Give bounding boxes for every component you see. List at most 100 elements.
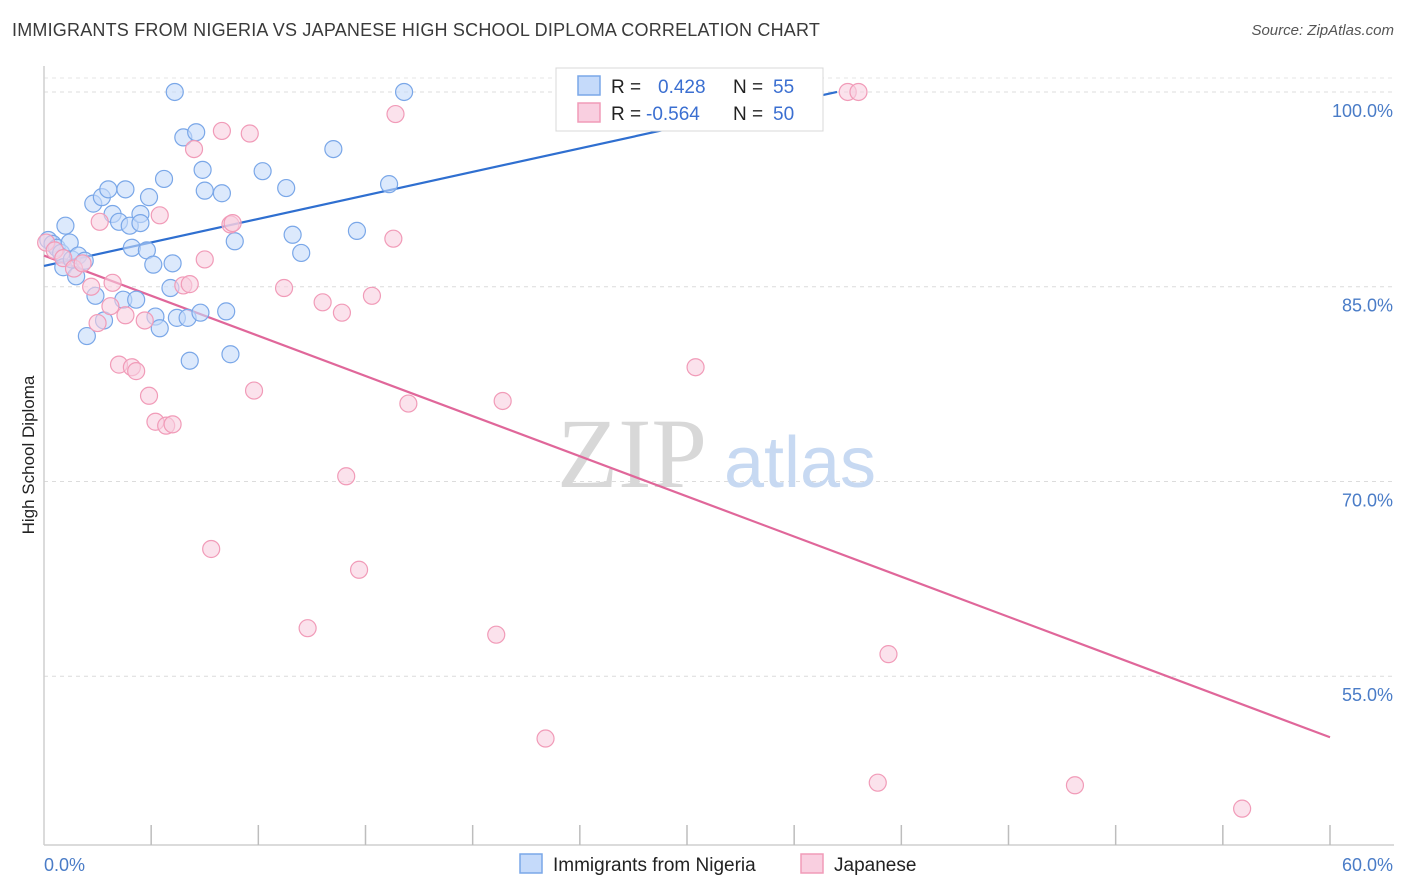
point-nigeria-30	[150, 319, 169, 338]
point-japanese-22	[184, 139, 204, 159]
x-tick-label-0: 0.0%	[44, 855, 85, 875]
legend-label-nigeria: Immigrants from Nigeria	[553, 855, 756, 876]
point-japanese-36	[362, 286, 382, 305]
point-japanese-9	[103, 273, 122, 292]
axes	[43, 66, 1394, 846]
point-nigeria-50	[292, 243, 311, 263]
point-japanese-40	[487, 625, 506, 644]
trend-line-1	[43, 254, 1331, 739]
point-japanese-31	[298, 619, 317, 638]
point-japanese-4	[73, 254, 92, 273]
point-japanese-7	[90, 212, 109, 231]
point-japanese-45	[849, 82, 868, 102]
stats-r-value-1: 0.428	[658, 77, 706, 98]
legend-swatch-japanese	[800, 853, 824, 874]
point-nigeria-16	[99, 180, 118, 199]
point-nigeria-27	[139, 188, 159, 207]
point-nigeria-28	[144, 255, 163, 274]
point-japanese-39	[399, 394, 418, 413]
legend-item-nigeria[interactable]: Immigrants from Nigeria	[519, 853, 756, 876]
point-nigeria-49	[283, 225, 302, 244]
point-japanese-30	[274, 278, 294, 298]
point-nigeria-44	[217, 302, 236, 321]
point-japanese-11	[116, 306, 135, 325]
chart-title: IMMIGRANTS FROM NIGERIA VS JAPANESE HIGH…	[12, 20, 821, 40]
stats-swatch-japanese	[577, 102, 601, 123]
y-tick-labels: 100.0% 85.0% 70.0% 55.0%	[1332, 101, 1393, 705]
point-japanese-29	[244, 381, 264, 400]
point-nigeria-31	[154, 169, 174, 189]
point-japanese-25	[212, 121, 231, 141]
legend-item-japanese[interactable]: Japanese	[800, 853, 916, 876]
point-japanese-27	[223, 213, 242, 233]
stats-swatch-nigeria	[577, 75, 601, 96]
point-nigeria-38	[180, 351, 199, 370]
stats-n-value-2: 50	[773, 104, 794, 125]
data-points	[37, 82, 1252, 818]
stats-r-label-2: R =	[611, 104, 641, 125]
point-japanese-48	[1065, 776, 1085, 795]
stats-r-value-2: -0.564	[646, 104, 700, 125]
y-tick-label-3: 55.0%	[1342, 685, 1393, 705]
point-japanese-28	[240, 124, 259, 143]
watermark-zip: ZIP	[557, 398, 707, 509]
point-nigeria-47	[253, 162, 272, 181]
point-nigeria-42	[195, 181, 214, 200]
point-japanese-37	[384, 229, 403, 248]
point-nigeria-53	[379, 175, 399, 194]
point-japanese-19	[163, 415, 182, 434]
point-nigeria-54	[394, 82, 414, 102]
point-japanese-8	[101, 297, 120, 316]
point-nigeria-40	[191, 303, 210, 322]
point-japanese-33	[332, 303, 352, 322]
point-nigeria-52	[347, 221, 367, 240]
point-japanese-32	[313, 293, 332, 312]
point-japanese-15	[139, 386, 159, 405]
y-tick-label-2: 70.0%	[1342, 490, 1393, 510]
legend-swatch-nigeria	[519, 853, 543, 874]
stats-n-label-1: N =	[733, 77, 763, 98]
point-japanese-17	[150, 206, 169, 225]
stats-r-label-1: R =	[611, 77, 641, 98]
point-nigeria-43	[212, 184, 231, 203]
point-japanese-5	[82, 277, 101, 296]
point-japanese-6	[88, 313, 107, 333]
watermark-atlas: atlas	[724, 423, 876, 503]
x-tick-label-1: 60.0%	[1342, 855, 1393, 875]
x-tick-labels: 0.0% 60.0%	[44, 855, 1393, 875]
legend-label-japanese: Japanese	[834, 855, 916, 876]
stats-n-value-1: 55	[773, 77, 794, 98]
point-japanese-46	[879, 645, 898, 664]
point-japanese-34	[337, 467, 356, 486]
point-nigeria-46	[225, 232, 244, 251]
point-nigeria-5	[56, 216, 75, 235]
point-japanese-47	[868, 773, 887, 792]
point-japanese-21	[180, 275, 199, 294]
point-nigeria-25	[131, 213, 150, 233]
point-japanese-23	[195, 250, 214, 269]
source-label: Source: ZipAtlas.com	[1251, 22, 1394, 39]
point-nigeria-20	[116, 180, 135, 199]
grid-lines	[44, 77, 1394, 677]
point-japanese-43	[686, 358, 705, 377]
stats-box: R = 0.428 N = 55 R = -0.564 N = 50	[555, 67, 824, 132]
point-japanese-24	[202, 539, 221, 559]
y-axis-label: High School Diploma	[19, 375, 38, 534]
point-japanese-14	[135, 311, 154, 330]
point-japanese-42	[536, 729, 555, 748]
point-nigeria-41	[193, 160, 212, 179]
y-tick-label-1: 85.0%	[1342, 296, 1393, 316]
point-japanese-35	[349, 560, 369, 579]
point-japanese-13	[127, 362, 146, 381]
point-japanese-38	[386, 104, 405, 124]
point-nigeria-34	[165, 82, 184, 102]
y-tick-label-0: 100.0%	[1332, 101, 1393, 121]
point-nigeria-22	[122, 238, 141, 257]
point-nigeria-51	[324, 139, 343, 159]
legend: Immigrants from Nigeria Japanese	[519, 853, 916, 876]
point-nigeria-33	[163, 254, 182, 273]
point-nigeria-39	[187, 123, 206, 142]
stats-n-label-2: N =	[733, 104, 763, 125]
point-japanese-41	[493, 391, 512, 411]
